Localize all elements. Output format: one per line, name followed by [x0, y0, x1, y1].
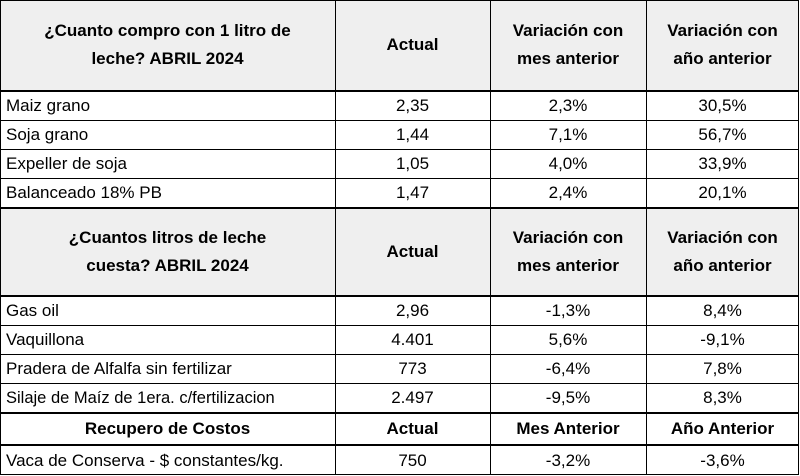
year-variation-value: -3,6% — [700, 450, 745, 470]
section3-month-header: Mes Anterior — [516, 419, 620, 438]
year-variation-value: 8,4% — [703, 301, 742, 320]
section3-year-header: Año Anterior — [670, 419, 775, 438]
table-row: Balanceado 18% PB 1,47 2,4% 20,1% — [0, 179, 799, 207]
actual-value: 1,47 — [395, 183, 430, 202]
actual-value: 2,35 — [395, 96, 430, 115]
divider — [0, 295, 799, 297]
section1-year-variation-header: Variación con año anterior — [667, 21, 778, 68]
divider — [0, 90, 799, 92]
table-row: Expeller de soja 1,05 4,0% 33,9% — [0, 150, 799, 178]
year-variation-value: 7,8% — [703, 359, 742, 378]
actual-value: 773 — [398, 359, 427, 378]
divider — [0, 354, 799, 355]
table-row: Vaca de Conserva - $ constantes/kg. 750 … — [0, 446, 799, 475]
section3-title-header: Recupero de Costos — [84, 419, 251, 438]
row-label: Gas oil — [6, 301, 59, 320]
month-variation-value: 2,3% — [548, 96, 588, 115]
divider — [0, 149, 799, 150]
month-variation-value: -6,4% — [545, 359, 591, 378]
table-row: Maiz grano 2,35 2,3% 30,5% — [0, 92, 799, 120]
section2-month-variation-header: Variación con mes anterior — [512, 228, 624, 275]
month-variation-value: 5,6% — [548, 330, 588, 349]
year-variation-value: 8,3% — [703, 388, 742, 407]
table-row: Pradera de Alfalfa sin fertilizar 773 -6… — [0, 355, 799, 383]
row-label: Balanceado 18% PB — [6, 183, 162, 202]
table-row: Silaje de Maíz de 1era. c/fertilizacion … — [0, 384, 799, 412]
divider — [0, 120, 799, 121]
year-variation-value: 30,5% — [698, 96, 747, 115]
year-variation-value: 20,1% — [698, 183, 747, 202]
section2-header-row: ¿Cuantos litros de leche cuesta? ABRIL 2… — [0, 209, 799, 295]
year-variation-value: 56,7% — [698, 125, 747, 144]
section1-header-row: ¿Cuanto compro con 1 litro de leche? ABR… — [0, 0, 799, 90]
row-label: Maiz grano — [6, 96, 91, 115]
table-row: Gas oil 2,96 -1,3% 8,4% — [0, 297, 799, 325]
section1-month-variation-header: Variación con mes anterior — [512, 21, 624, 68]
section1-actual-header: Actual — [386, 35, 439, 54]
month-variation-value: -9,5% — [545, 388, 591, 407]
divider — [0, 178, 799, 179]
divider — [335, 0, 336, 475]
actual-value: 1,44 — [395, 125, 430, 144]
divider — [0, 444, 799, 446]
actual-value: 2.497 — [391, 388, 434, 407]
actual-value: 4.401 — [391, 330, 434, 349]
row-label: Silaje de Maíz de 1era. c/fertilizacion — [6, 388, 275, 407]
actual-value: 750 — [398, 450, 427, 470]
row-label: Pradera de Alfalfa sin fertilizar — [6, 359, 232, 378]
section3-actual-header: Actual — [386, 419, 439, 438]
actual-value: 1,05 — [395, 154, 430, 173]
section2-title-header: ¿Cuantos litros de leche cuesta? ABRIL 2… — [68, 228, 267, 275]
month-variation-value: 7,1% — [548, 125, 588, 144]
table-row: Soja grano 1,44 7,1% 56,7% — [0, 121, 799, 149]
divider — [0, 412, 799, 414]
divider — [490, 0, 491, 475]
table-row: Vaquillona 4.401 5,6% -9,1% — [0, 326, 799, 354]
divider — [646, 0, 647, 475]
divider — [0, 207, 799, 209]
section2-actual-header: Actual — [386, 242, 439, 261]
month-variation-value: 2,4% — [548, 183, 588, 202]
divider — [0, 325, 799, 326]
month-variation-value: -3,2% — [545, 450, 591, 470]
row-label: Vaquillona — [6, 330, 85, 349]
section1-title-header: ¿Cuanto compro con 1 litro de leche? ABR… — [44, 21, 291, 68]
year-variation-value: 33,9% — [698, 154, 747, 173]
section2-year-variation-header: Variación con año anterior — [667, 228, 778, 275]
row-label: Expeller de soja — [6, 154, 127, 173]
divider — [0, 383, 799, 384]
month-variation-value: -1,3% — [545, 301, 591, 320]
actual-value: 2,96 — [395, 301, 430, 320]
year-variation-value: -9,1% — [700, 330, 745, 349]
month-variation-value: 4,0% — [548, 154, 588, 173]
section3-header-row: Recupero de Costos Actual Mes Anterior A… — [0, 414, 799, 444]
row-label: Vaca de Conserva - $ constantes/kg. — [6, 450, 284, 470]
row-label: Soja grano — [6, 125, 89, 144]
